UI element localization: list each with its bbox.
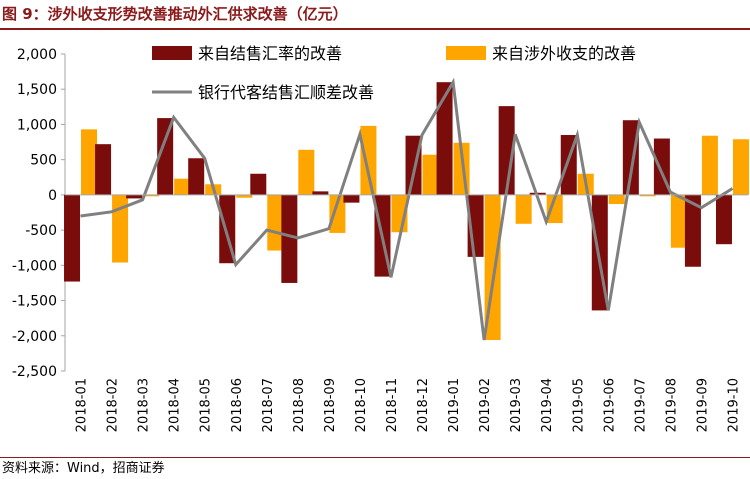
x-tick-label: 2018-02	[106, 378, 121, 432]
bar-foreign-related	[143, 194, 160, 197]
x-tick-label: 2019-10	[726, 378, 741, 432]
y-axis: 2,000 1,500 1,000 500 0 -500 -1,000 -1,500 -2,00…	[12, 47, 66, 380]
x-tick-label: 2018-03	[137, 378, 152, 432]
bar-trade-fx	[126, 194, 143, 199]
y-tick-label: -2,000	[12, 329, 57, 345]
legend-swatch-trade-fx	[152, 46, 192, 60]
x-axis: 2018-01 2018-02 2018-03 2018-04 2018-05 2018-…	[65, 194, 748, 432]
x-tick-label: 2019-07	[633, 378, 648, 432]
bar-foreign-related	[546, 194, 563, 224]
y-tick-label: 0	[48, 188, 57, 204]
y-tick-label: 500	[30, 153, 57, 169]
bar-trade-fx	[715, 194, 732, 245]
y-tick-label: -500	[25, 223, 57, 239]
legend-label-bank-fx: 银行代客结售汇顺差改善	[198, 83, 374, 102]
line-bank-fx	[80, 77, 734, 341]
x-tick-label: 2019-08	[664, 378, 679, 432]
bar-trade-fx	[250, 173, 267, 195]
bar-foreign-related	[639, 194, 656, 197]
line-series	[80, 77, 734, 341]
x-tick-label: 2018-06	[230, 378, 245, 432]
y-tick-label: -1,500	[12, 294, 57, 310]
bar-trade-fx	[622, 120, 639, 195]
x-tick-label: 2018-11	[385, 378, 400, 432]
bar-foreign-related	[236, 194, 253, 198]
bar-foreign-related	[732, 139, 749, 195]
bar-foreign-related	[81, 129, 98, 195]
x-tick-label: 2018-01	[75, 378, 90, 432]
bar-foreign-related	[298, 149, 315, 195]
bar-foreign-related	[608, 194, 625, 205]
bar-foreign-related	[174, 178, 191, 195]
y-tick-label: 1,500	[17, 82, 57, 98]
x-tick-label: 2019-02	[478, 378, 493, 432]
title-rule	[0, 28, 750, 30]
x-tick-label: 2019-09	[695, 378, 710, 432]
bar-trade-fx	[281, 194, 298, 283]
x-tick-label: 2019-05	[571, 378, 586, 432]
bar-trade-fx	[312, 191, 329, 195]
bar-foreign-related	[329, 194, 346, 233]
source-note: 资料来源：Wind，招商证券	[2, 461, 165, 476]
x-tick-label: 2018-07	[261, 378, 276, 432]
y-tick-label: 2,000	[17, 47, 57, 63]
legend-swatch-foreign-related	[446, 46, 486, 60]
x-tick-label: 2019-06	[602, 378, 617, 432]
x-tick-label: 2018-09	[323, 378, 338, 432]
y-tick-label: -1,000	[12, 258, 57, 274]
figure-title: 图 9：涉外收支形势改善推动外汇供求改善（亿元）	[2, 5, 348, 23]
source-rule	[0, 457, 750, 458]
x-tick-label: 2019-03	[509, 378, 524, 432]
legend-label-trade-fx: 来自结售汇率的改善	[198, 44, 342, 63]
y-tick-label: 1,000	[17, 117, 57, 133]
x-tick-label: 2018-04	[168, 378, 183, 432]
bar-foreign-related	[515, 194, 532, 224]
x-tick-label: 2018-08	[292, 378, 307, 432]
bar-foreign-related	[701, 135, 718, 195]
bar-trade-fx	[64, 194, 81, 282]
bar-foreign-related	[112, 194, 129, 263]
x-tick-label: 2018-05	[199, 378, 214, 432]
x-tick-label: 2019-01	[447, 378, 462, 432]
bar-trade-fx	[684, 194, 701, 267]
bar-foreign-related	[360, 125, 377, 195]
y-tick-label: -2,500	[12, 364, 57, 380]
bar-trade-fx	[95, 144, 112, 195]
x-tick-label: 2018-10	[354, 378, 369, 432]
bar-foreign-related	[670, 194, 687, 248]
bar-foreign-related	[267, 194, 284, 251]
bar-trade-fx	[188, 158, 205, 195]
bar-foreign-related	[422, 154, 439, 195]
x-tick-label: 2019-04	[540, 378, 555, 432]
chart: 2,000 1,500 1,000 500 0 -500 -1,000 -1,500 -2,00…	[12, 44, 749, 432]
bar-trade-fx	[436, 82, 453, 195]
x-tick-label: 2018-12	[416, 378, 431, 432]
bar-trade-fx	[157, 118, 174, 195]
legend-label-foreign-related: 来自涉外收支的改善	[492, 44, 636, 63]
bar-trade-fx	[343, 194, 360, 203]
